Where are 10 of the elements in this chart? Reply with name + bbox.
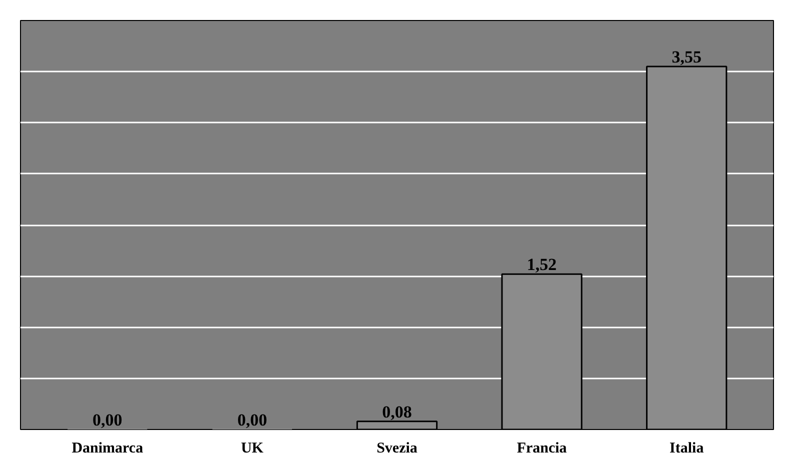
x-tick-label: UK	[240, 440, 264, 456]
data-label: 0,08	[382, 402, 412, 422]
data-label: 0,00	[92, 410, 122, 430]
data-label: 0,00	[237, 410, 268, 430]
data-label: 1,52	[526, 255, 557, 274]
x-tick-label: Francia	[516, 440, 568, 456]
x-tick-label: Italia	[670, 440, 704, 456]
x-tick-label: Svezia	[376, 440, 418, 456]
data-label: 3,55	[672, 48, 702, 67]
x-tick-label: Danimarca	[72, 440, 144, 456]
